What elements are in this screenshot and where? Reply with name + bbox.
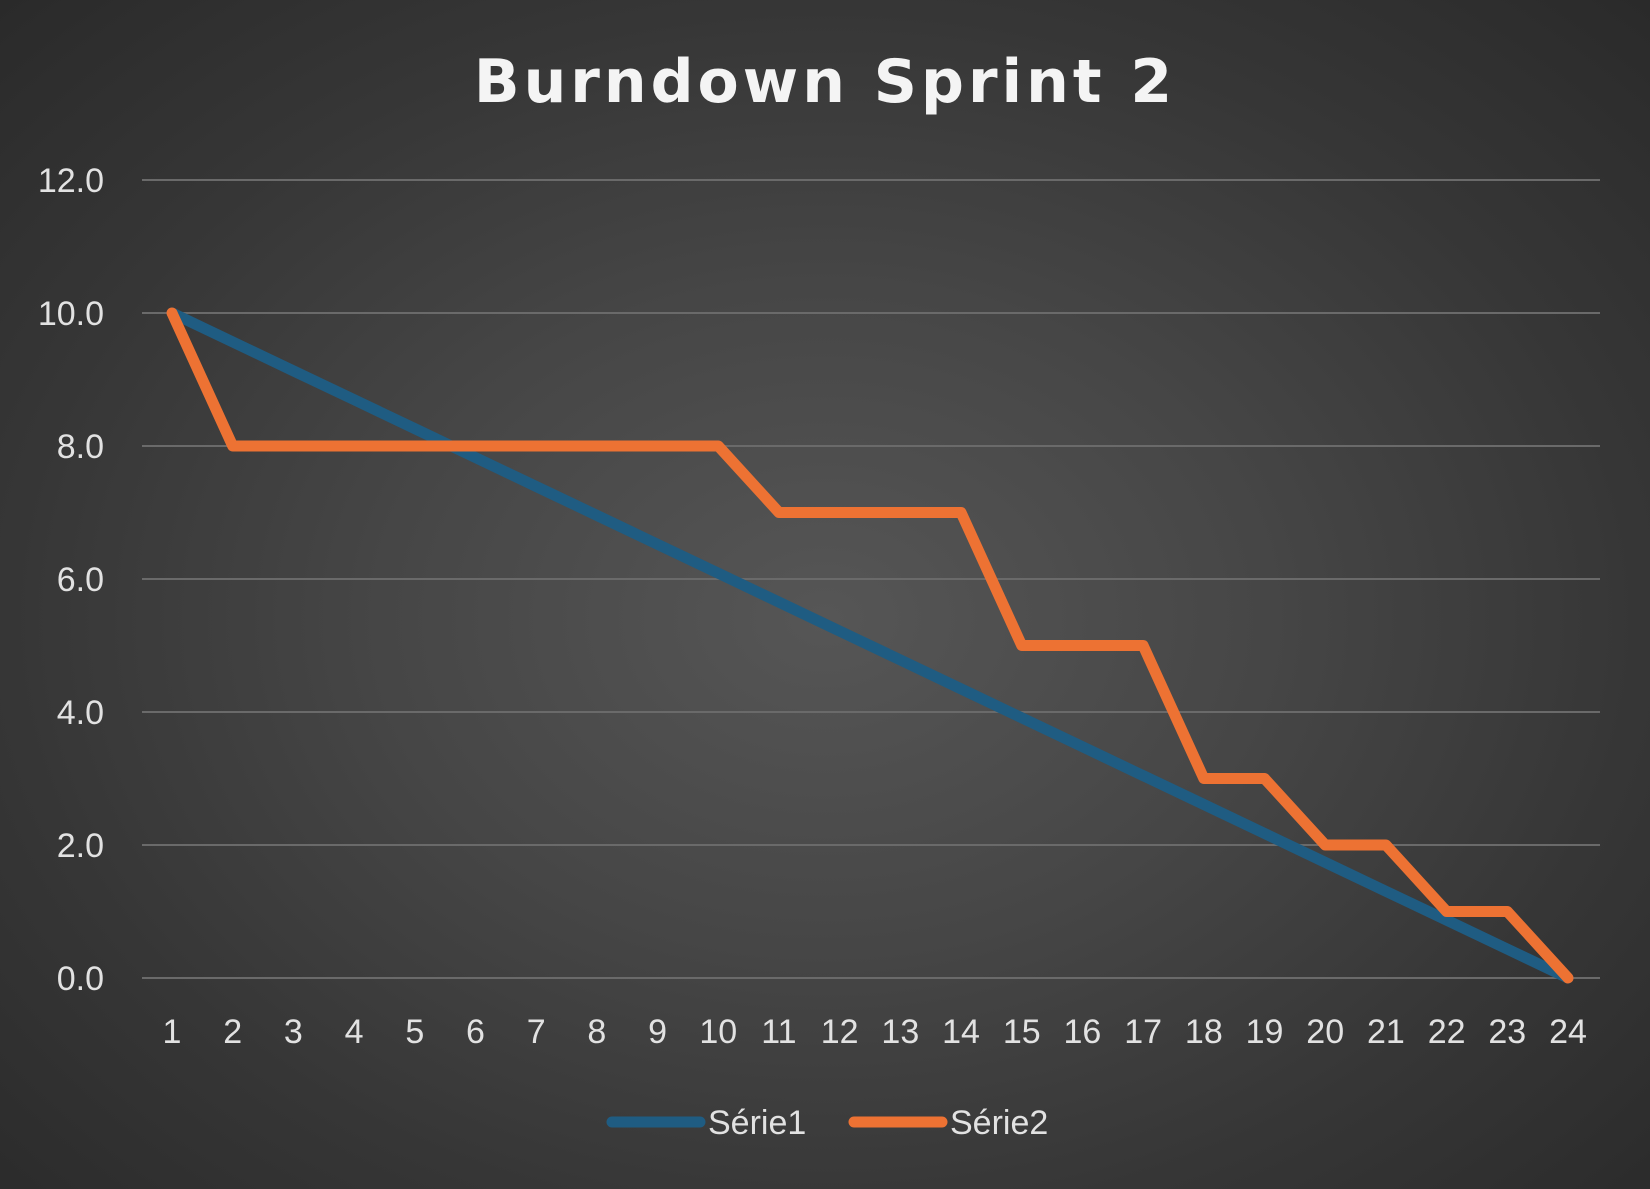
x-tick-label: 20 — [1306, 1013, 1344, 1051]
x-tick-label: 16 — [1064, 1013, 1102, 1051]
series-line-1 — [166, 307, 1574, 984]
x-tick-label: 15 — [1003, 1013, 1041, 1051]
x-tick-label: 11 — [761, 1013, 796, 1051]
x-tick-label: 4 — [345, 1013, 364, 1051]
x-tick-label: 7 — [527, 1013, 546, 1051]
y-tick-label: 8.0 — [57, 428, 104, 466]
legend: Série1 Série2 — [606, 1104, 1048, 1142]
y-axis-tick-labels: 0.0 2.0 4.0 6.0 8.0 10.0 12.0 — [38, 162, 104, 998]
legend-item-2: Série2 — [848, 1104, 1048, 1142]
x-tick-label: 2 — [223, 1013, 242, 1051]
gridlines — [142, 179, 1600, 979]
x-axis-tick-labels: 1 2 3 4 5 6 7 8 9 10 11 12 13 14 15 16 17 18 19 20 21 22 23 24 — [163, 1013, 1587, 1051]
x-tick-label: 19 — [1246, 1013, 1284, 1051]
legend-item-1: Série1 — [606, 1104, 806, 1142]
x-tick-label: 22 — [1428, 1013, 1466, 1051]
y-tick-label: 12.0 — [38, 162, 104, 200]
x-tick-label: 3 — [284, 1013, 303, 1051]
y-tick-label: 0.0 — [57, 960, 104, 998]
x-tick-label: 21 — [1367, 1013, 1405, 1051]
x-tick-label: 9 — [648, 1013, 667, 1051]
y-tick-label: 2.0 — [57, 827, 104, 865]
x-tick-label: 13 — [881, 1013, 919, 1051]
series-lines — [166, 307, 1574, 984]
legend-label: Série2 — [950, 1104, 1048, 1142]
x-tick-label: 12 — [821, 1013, 859, 1051]
y-tick-label: 6.0 — [57, 561, 104, 599]
x-tick-label: 6 — [466, 1013, 485, 1051]
x-tick-label: 8 — [587, 1013, 606, 1051]
series-line-2 — [166, 307, 1574, 984]
chart-title: Burndown Sprint 2 — [474, 47, 1176, 117]
legend-label: Série1 — [708, 1104, 806, 1142]
y-tick-label: 4.0 — [57, 694, 104, 732]
x-tick-label: 5 — [405, 1013, 424, 1051]
x-tick-label: 18 — [1185, 1013, 1223, 1051]
x-tick-label: 23 — [1488, 1013, 1526, 1051]
x-tick-label: 24 — [1549, 1013, 1587, 1051]
x-tick-label: 17 — [1124, 1013, 1162, 1051]
x-tick-label: 10 — [699, 1013, 737, 1051]
x-tick-label: 1 — [163, 1013, 182, 1051]
x-tick-label: 14 — [942, 1013, 980, 1051]
y-tick-label: 10.0 — [38, 295, 104, 333]
